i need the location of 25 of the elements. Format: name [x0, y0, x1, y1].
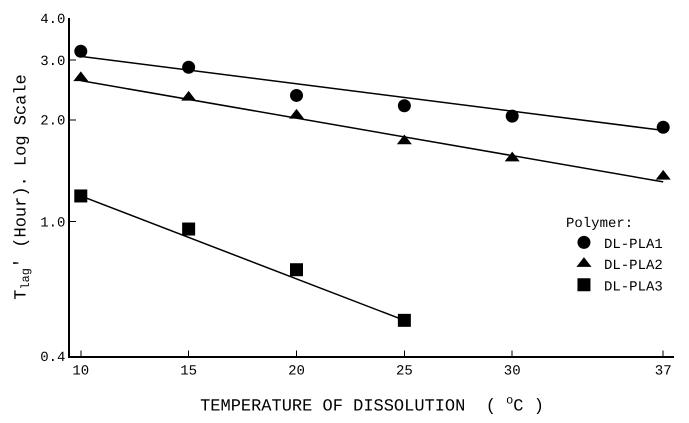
point: [506, 110, 519, 123]
point: [398, 99, 411, 112]
y-tick-label: 0.4: [40, 350, 66, 366]
point: [398, 314, 411, 327]
point: [182, 222, 196, 236]
y-tick-label: 3.0: [40, 54, 66, 70]
x-tick-label: 15: [180, 364, 198, 380]
y-tick-label: 1.0: [40, 215, 66, 232]
x-tick-label: 20: [288, 364, 305, 380]
x-tick-label: 25: [396, 364, 413, 380]
point: [290, 88, 303, 102]
legend-label: DL-PLA1: [604, 236, 663, 253]
y-tick-label: 4.0: [40, 12, 66, 28]
point: [74, 189, 88, 202]
legend-label: DL-PLA3: [604, 279, 663, 296]
x-tick-label: 30: [504, 364, 521, 380]
x-tick-label: 37: [654, 364, 672, 380]
legend-label: DL-PLA2: [604, 258, 663, 274]
y-tick-label: 2.0: [40, 114, 66, 130]
point: [74, 44, 88, 58]
point: [656, 120, 670, 134]
point: [290, 263, 303, 276]
x-tick-label: 10: [72, 364, 90, 380]
x-axis-title: TEMPERATURE OF DISSOLUTION ( $^{o}$C ): [200, 393, 544, 416]
legend-title: Polymer:: [566, 216, 634, 232]
